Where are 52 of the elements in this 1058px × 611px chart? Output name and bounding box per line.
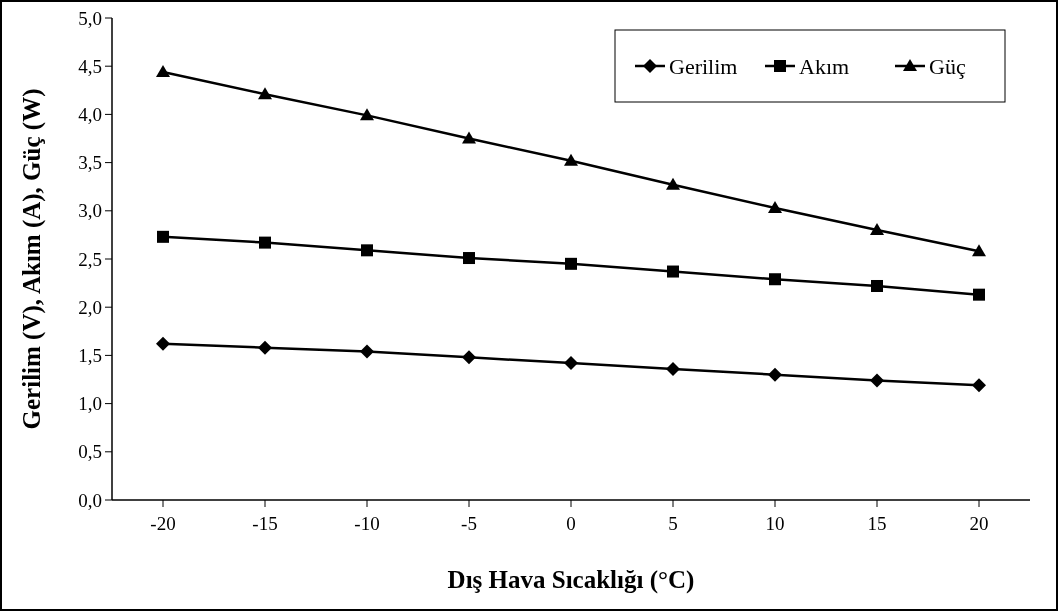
point [667,265,679,278]
point [769,273,781,286]
y-tick-label: 1,0 [78,393,102,415]
x-tick-label: 20 [969,513,989,534]
point [972,378,986,393]
x-tick-label: 10 [765,513,785,534]
x-axis-title: Dış Hava Sıcaklığı (°C) [447,566,695,594]
y-tick-label: 4,0 [78,104,102,126]
point [564,153,578,166]
point [156,64,170,77]
point [361,244,373,257]
point [564,356,578,371]
x-tick-label: -10 [354,513,380,534]
point [973,288,985,301]
y-tick-label: 5,0 [78,7,102,29]
point [258,340,272,355]
y-tick-label: 0,0 [78,489,102,511]
x-tick-label: 0 [566,513,576,534]
point [972,244,986,257]
point [463,252,475,265]
y-tick-label: 2,5 [78,248,102,270]
point [870,223,884,236]
x-tick-label: -5 [461,513,477,534]
point [870,373,884,388]
legend-label: Güç [929,53,966,79]
x-tick-label: 5 [668,513,678,534]
y-tick-label: 3,5 [78,152,102,174]
legend-label: Gerilim [669,53,738,79]
point [258,87,272,100]
point [156,336,170,351]
point [666,177,680,190]
point [768,200,782,213]
x-tick-label: -15 [252,513,278,534]
point [565,257,577,270]
point [871,279,883,292]
point [768,367,782,382]
legend-label: Akım [799,53,850,79]
point [360,344,374,359]
point [462,131,476,144]
y-tick-label: 1,5 [78,345,102,367]
x-tick-label: 15 [867,513,887,534]
y-tick-label: 2,0 [78,296,102,318]
point [462,350,476,365]
point [666,361,680,376]
point [259,236,271,249]
y-tick-label: 0,5 [78,441,102,463]
y-tick-label: 3,0 [78,200,102,222]
point [360,108,374,121]
y-axis-title: Gerilim (V), Akım (A), Güç (W) [18,88,46,430]
y-tick-label: 4,5 [78,55,102,77]
x-tick-label: -20 [150,513,176,534]
point [157,230,169,243]
